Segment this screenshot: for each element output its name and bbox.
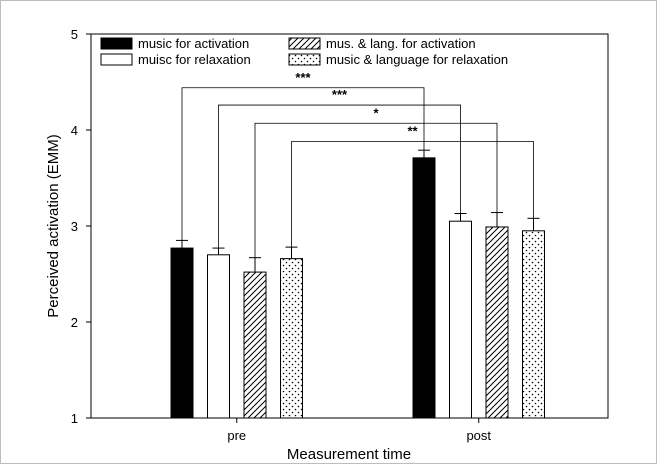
- x-tick-label-post: post: [466, 428, 491, 443]
- significance-label: ***: [332, 87, 348, 102]
- y-tick-label: 1: [71, 411, 78, 426]
- legend-swatch-hatch: [288, 37, 321, 50]
- y-axis-title: Perceived activation (EMM): [45, 134, 62, 317]
- legend-label: mus. & lang. for activation: [326, 36, 476, 51]
- legend-swatch-open: [100, 53, 133, 66]
- y-tick-label: 2: [71, 315, 78, 330]
- legend-swatch-dots: [288, 53, 321, 66]
- y-tick-label: 4: [71, 123, 78, 138]
- bar-post-series-3: [522, 230, 545, 419]
- significance-bracket: [291, 141, 534, 248]
- legend-swatch-solid: [100, 37, 133, 50]
- legend-label: muisc for relaxation: [138, 52, 251, 67]
- y-tick-label: 3: [71, 219, 78, 234]
- significance-bracket: [181, 87, 425, 241]
- bar-post-series-2: [485, 226, 509, 419]
- bar-pre-series-3: [280, 258, 303, 419]
- y-tick-label: 5: [71, 27, 78, 42]
- bar-pre-series-2: [243, 271, 267, 419]
- x-axis-title: Measurement time: [287, 446, 411, 463]
- significance-bracket: [254, 122, 498, 258]
- x-tick-label-pre: pre: [227, 428, 246, 443]
- significance-label: **: [407, 124, 418, 139]
- legend-label: music & language for relaxation: [326, 52, 508, 67]
- bar-post-series-0: [412, 157, 436, 419]
- bar-pre-series-0: [170, 247, 194, 419]
- significance-label: *: [373, 105, 379, 120]
- bar-post-series-1: [449, 220, 472, 419]
- bar-pre-series-1: [207, 254, 230, 419]
- significance-label: ***: [295, 70, 311, 85]
- significance-bracket: [218, 104, 461, 249]
- legend-label: music for activation: [138, 36, 249, 51]
